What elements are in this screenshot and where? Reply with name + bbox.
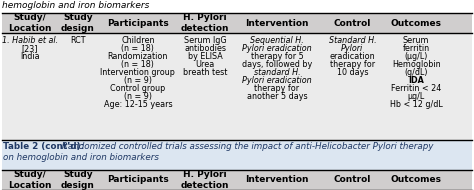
Text: eradication: eradication	[329, 52, 375, 61]
Text: Standard H.: Standard H.	[328, 36, 376, 45]
Text: therapy for: therapy for	[255, 84, 300, 93]
Text: Intervention group: Intervention group	[100, 68, 175, 77]
Text: Hemoglobin: Hemoglobin	[392, 60, 440, 69]
Text: (n = 9): (n = 9)	[124, 92, 152, 101]
Text: Ferritin < 24: Ferritin < 24	[391, 84, 441, 93]
Text: ferritin: ferritin	[402, 44, 429, 53]
Bar	[2, 33, 472, 140]
Text: therapy for: therapy for	[330, 60, 375, 69]
Text: therapy for 5: therapy for 5	[251, 52, 303, 61]
Text: Study
design: Study design	[61, 13, 95, 33]
Bar	[2, 13, 472, 33]
Text: Table 2 (cont’d):: Table 2 (cont’d):	[3, 142, 84, 151]
Text: Pylori: Pylori	[341, 44, 364, 53]
Text: Study
design: Study design	[61, 170, 95, 190]
Text: another 5 days: another 5 days	[246, 92, 307, 101]
Text: by ELISA: by ELISA	[188, 52, 222, 61]
Text: hemoglobin and iron biomarkers: hemoglobin and iron biomarkers	[2, 1, 149, 10]
Bar	[2, 170, 472, 190]
Text: Control group: Control group	[110, 84, 165, 93]
Text: Participants: Participants	[107, 176, 169, 184]
Text: Serum IgG: Serum IgG	[184, 36, 227, 45]
Text: Sequential H.: Sequential H.	[250, 36, 304, 45]
Text: Randomized controlled trials assessing the impact of anti-Helicobacter Pylori th: Randomized controlled trials assessing t…	[59, 142, 433, 151]
Text: Intervention: Intervention	[245, 18, 309, 28]
Text: Participants: Participants	[107, 18, 169, 28]
Text: standard H.: standard H.	[254, 68, 300, 77]
Text: Pylori eradication: Pylori eradication	[242, 76, 312, 85]
Text: days, followed by: days, followed by	[242, 60, 312, 69]
Text: breath test: breath test	[183, 68, 227, 77]
Text: Control: Control	[334, 176, 371, 184]
Text: RCT: RCT	[70, 36, 86, 45]
Text: Study/
Location: Study/ Location	[8, 13, 52, 33]
Text: H. Pylori
detection: H. Pylori detection	[181, 13, 229, 33]
Text: Hb < 12 g/dL: Hb < 12 g/dL	[390, 100, 442, 109]
Text: Control: Control	[334, 18, 371, 28]
Text: Intervention: Intervention	[245, 176, 309, 184]
Text: [23]: [23]	[21, 44, 38, 53]
Text: (μg/L): (μg/L)	[404, 52, 428, 61]
Text: Children: Children	[121, 36, 155, 45]
Text: Urea: Urea	[195, 60, 215, 69]
Text: India: India	[20, 52, 39, 61]
Text: on hemoglobin and iron biomarkers: on hemoglobin and iron biomarkers	[3, 153, 159, 162]
Text: Age: 12-15 years: Age: 12-15 years	[103, 100, 172, 109]
Text: Randomization: Randomization	[108, 52, 168, 61]
Text: Study/
Location: Study/ Location	[8, 170, 52, 190]
Bar	[2, 140, 472, 170]
Text: (n = 18): (n = 18)	[121, 44, 154, 53]
Text: μg/L: μg/L	[408, 92, 425, 101]
Text: antibodies: antibodies	[184, 44, 226, 53]
Text: H. Pylori
detection: H. Pylori detection	[181, 170, 229, 190]
Text: (n = 9): (n = 9)	[124, 76, 152, 85]
Text: (n = 18): (n = 18)	[121, 60, 154, 69]
Text: Outcomes: Outcomes	[391, 176, 442, 184]
Text: Serum: Serum	[403, 36, 429, 45]
Text: (g/dL): (g/dL)	[404, 68, 428, 77]
Bar	[2, 0, 472, 13]
Text: 10 days: 10 days	[337, 68, 368, 77]
Text: Outcomes: Outcomes	[391, 18, 442, 28]
Text: Pylori eradication: Pylori eradication	[242, 44, 312, 53]
Text: 1. Habib et al.: 1. Habib et al.	[2, 36, 58, 45]
Text: IDA: IDA	[408, 76, 424, 85]
